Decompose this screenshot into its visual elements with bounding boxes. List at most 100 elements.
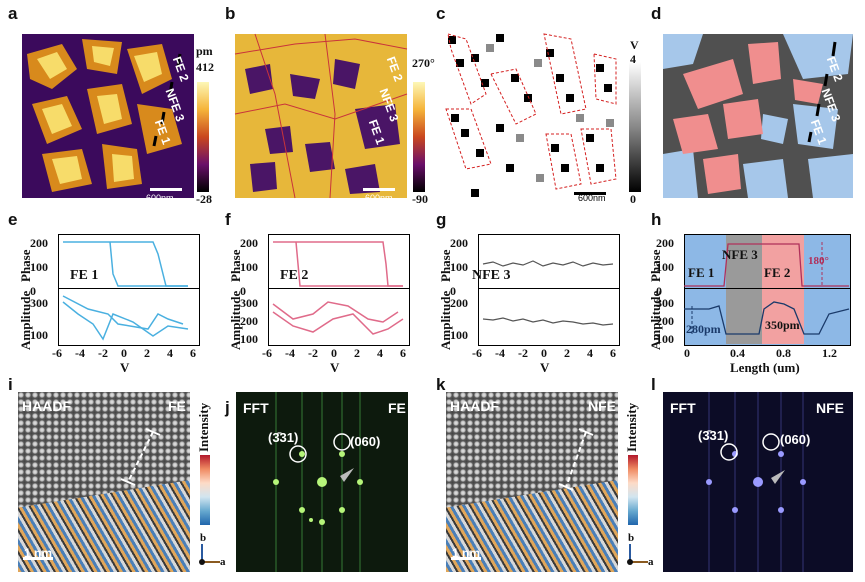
amp-tick-h: 100 [656,332,674,346]
loop-label-f: FE 2 [280,268,309,283]
profile-annot-phase: 180° [808,255,829,267]
x-tick-f: -4 [285,346,295,360]
panel-letter-a: a [8,4,18,23]
x-tick-g: 4 [587,346,593,360]
xlabel-f: V [330,360,340,375]
phase-tick-e: 0 [30,284,36,298]
domain-map-d [663,34,853,198]
amp-tick-g: 100 [450,328,468,342]
x-tick-f: 0 [331,346,337,360]
fft-spot2-j: (060) [350,434,381,449]
x-tick-e: 4 [167,346,173,360]
x-tick-g: -6 [472,346,482,360]
x-tick-f: 6 [400,346,406,360]
x-tick-g: -2 [518,346,528,360]
xlabel-h: Length (um) [730,360,800,375]
xlabel-g: V [540,360,550,375]
profile-annot-amp1: 280pm [686,322,721,336]
ylabel-phase-e: Phase [18,249,33,283]
fft-spots-l [706,392,806,572]
colorbar-a-unit: pm [196,44,213,58]
x-tick-h: 1.2 [822,346,837,360]
profile-label-nfe3: NFE 3 [722,247,758,262]
fft-title-j: FFT [243,400,269,416]
profile-band-nfe3 [726,235,762,344]
panel-letter-j: j [225,398,230,417]
fft-spot1-l: (3̄31) [698,428,729,443]
x-tick-h: 0.4 [730,346,745,360]
divider-g [478,288,619,289]
phase-tick-f: 100 [240,260,258,274]
x-tick-g: 6 [610,346,616,360]
haadf-title-i: HAADF [22,398,71,414]
dashed-marker-k [451,428,594,560]
phase-tick-h: 200 [656,236,674,250]
loop-plot-g [478,234,620,346]
amp-tick-h: 300 [656,296,674,310]
amp-tick-f: 200 [240,314,258,328]
panel-letter-e: e [8,210,18,229]
topography-map-a [22,34,194,198]
axis-arrows-k [627,544,648,565]
phase-tick-h: 100 [656,260,674,274]
intensity-label-k: Intensity [624,402,639,452]
amp-tick-f: 100 [240,332,258,346]
amp-tick-e: 100 [30,328,48,342]
phase-tick-h: 0 [656,284,662,298]
fft-spot1-j: (3̄31) [268,430,299,445]
intensity-bar-i [200,455,210,525]
haadf-tag-k: NFE [588,398,616,414]
scalebar-label-i: 1 nm [24,546,53,560]
phase-curve-e [62,241,189,341]
divider-h [684,288,850,289]
x-tick-e: 0 [121,346,127,360]
intensity-label-i: Intensity [196,402,211,452]
profile-label-fe1: FE 1 [688,265,715,280]
phase-tick-f: 200 [240,236,258,250]
divider-f [268,288,409,289]
phase-curve-f [272,241,404,335]
colorbar-b-max: 270° [412,56,435,70]
voltage-map-c [445,33,618,198]
ylabel-phase-h: Phase [648,249,663,283]
colorbar-c-max: 4 [630,52,636,66]
axis-arrows-i [199,544,220,565]
fft-title-l: FFT [670,400,696,416]
axis-a-k: a [648,556,654,568]
profile-band-fe2 [762,235,804,344]
panel-letter-k: k [436,375,446,394]
x-tick-e: -6 [52,346,62,360]
phase-tick-e: 200 [30,236,48,250]
fft-tag-l: NFE [816,400,844,416]
loop-label-e: FE 1 [70,268,99,283]
ylabel-amp-h: Amplitude [648,290,663,350]
amp-tick-e: 300 [30,296,48,310]
fft-tag-j: FE [388,400,406,416]
colorbar-c-unit: V [630,38,639,52]
colorbar-b [413,82,425,192]
scalebar-label-c: 600nm [578,193,606,203]
x-tick-e: 6 [190,346,196,360]
panel-letter-g: g [436,210,447,229]
panel-letter-d: d [651,4,662,23]
axis-a-i: a [220,556,226,568]
colorbar-c [629,62,641,192]
x-tick-f: -6 [262,346,272,360]
ylabel-phase-f: Phase [228,249,243,283]
scalebar-label-a: 600nm [146,193,174,203]
profile-annot-amp2: 350pm [765,318,800,332]
ylabel-amp-e: Amplitude [18,290,33,350]
x-tick-e: -4 [75,346,85,360]
panel-letter-h: h [651,210,662,229]
fft-spots-j [273,392,363,572]
x-tick-h: 0.8 [776,346,791,360]
x-tick-h: 0 [684,346,690,360]
intensity-bar-k [628,455,638,525]
ylabel-phase-g: Phase [438,249,453,283]
x-tick-g: 0 [541,346,547,360]
phase-tick-g: 200 [450,236,468,250]
phase-tick-g: 0 [450,284,456,298]
x-tick-g: -4 [495,346,505,360]
scalebar-label-k: 1 nm [452,546,481,560]
panel-letter-c: c [436,4,446,23]
